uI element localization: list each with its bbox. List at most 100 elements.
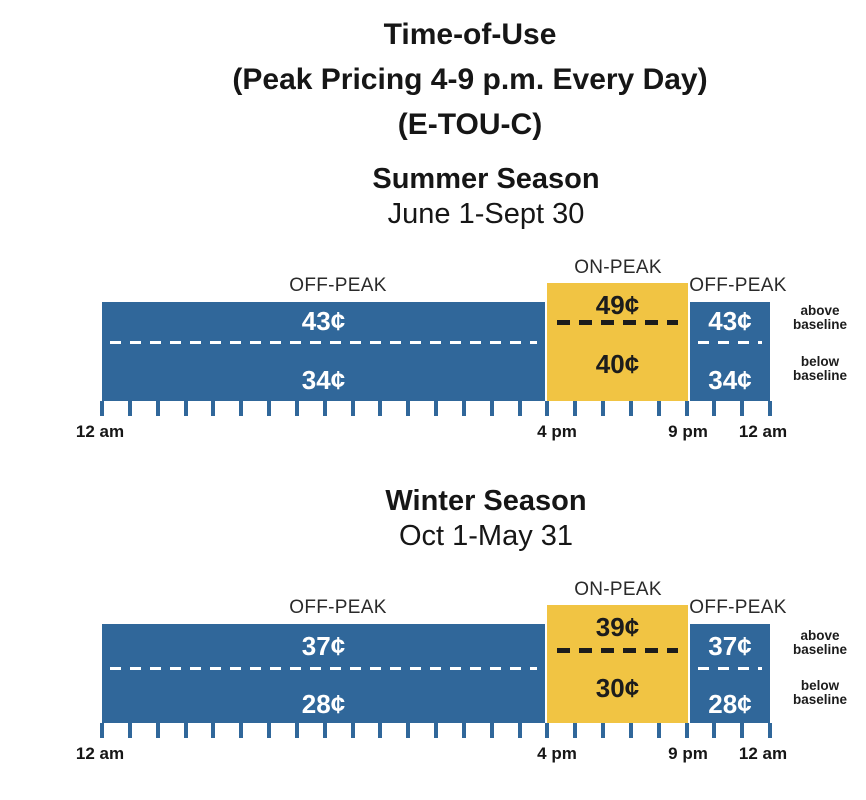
winter-season-dates: Oct 1-May 31 — [398, 520, 574, 552]
hour-tick — [545, 401, 550, 416]
hour-tick — [768, 723, 772, 738]
winter-offpeak-bar-left: 37¢ 28¢ — [102, 624, 545, 723]
title-line-1: Time-of-Use — [383, 18, 557, 51]
hour-tick — [573, 723, 578, 738]
winter-offpeak-bar-right: 37¢ 28¢ — [690, 624, 770, 723]
hour-tick — [768, 401, 772, 416]
summer-offpeak-bar-right: 43¢ 34¢ — [690, 302, 770, 401]
winter-tick-label-12am-end: 12 am — [738, 744, 788, 763]
winter-onpeak-label: ON-PEAK — [574, 579, 662, 600]
summer-hour-tick-ruler — [100, 401, 772, 417]
hour-tick — [267, 401, 271, 416]
above-baseline-label: above baseline — [792, 628, 848, 657]
hour-tick — [155, 401, 160, 416]
hour-tick — [712, 401, 717, 416]
summer-offpeak-bar-left: 43¢ 34¢ — [102, 302, 545, 401]
hour-tick — [378, 401, 383, 416]
winter-tick-label-12am-start: 12 am — [75, 744, 125, 763]
summer-onpeak-above-rate: 49¢ — [595, 290, 640, 320]
baseline-divider-dashed-line — [557, 320, 678, 325]
summer-onpeak-label: ON-PEAK — [574, 257, 662, 278]
summer-onpeak-below-rate: 40¢ — [595, 349, 640, 379]
summer-offpeak-above-rate: 43¢ — [708, 306, 752, 336]
hour-tick — [127, 401, 132, 416]
summer-rate-chart: OFF-PEAK ON-PEAK OFF-PEAK 43¢ 34¢ 49¢ 40… — [76, 256, 847, 446]
summer-offpeak-below-rate: 34¢ — [301, 365, 346, 395]
winter-hour-tick-ruler — [100, 723, 772, 739]
summer-offpeak-left-label: OFF-PEAK — [289, 275, 387, 296]
hour-tick — [294, 723, 299, 738]
winter-offpeak-left-label: OFF-PEAK — [289, 597, 387, 618]
hour-tick — [211, 401, 216, 416]
below-baseline-label: below baseline — [792, 354, 848, 383]
summer-tick-label-4pm: 4 pm — [537, 422, 577, 441]
winter-offpeak-above-rate: 37¢ — [708, 631, 752, 661]
hour-tick — [406, 723, 411, 738]
hour-tick — [740, 723, 745, 738]
winter-tick-label-9pm: 9 pm — [668, 744, 708, 763]
summer-offpeak-right-label: OFF-PEAK — [689, 275, 787, 296]
hour-tick — [656, 401, 661, 416]
hour-tick — [127, 723, 132, 738]
hour-tick — [684, 723, 689, 738]
hour-tick — [100, 401, 104, 416]
hour-tick — [322, 401, 327, 416]
hour-tick — [601, 723, 605, 738]
hour-tick — [740, 401, 745, 416]
hour-tick — [601, 401, 605, 416]
hour-tick — [378, 723, 383, 738]
winter-offpeak-right-label: OFF-PEAK — [689, 597, 787, 618]
winter-offpeak-above-rate: 37¢ — [301, 631, 346, 661]
title-line-3: (E-TOU-C) — [397, 108, 543, 141]
page-title: Time-of-Use (Peak Pricing 4-9 p.m. Every… — [170, 12, 770, 147]
summer-offpeak-above-rate: 43¢ — [301, 306, 346, 336]
below-baseline-label: below baseline — [792, 678, 848, 707]
baseline-divider-dashed-line — [110, 341, 537, 344]
hour-tick — [322, 723, 327, 738]
hour-tick — [267, 723, 271, 738]
hour-tick — [489, 401, 494, 416]
summer-season-dates: June 1-Sept 30 — [387, 198, 585, 230]
hour-tick — [461, 401, 466, 416]
hour-tick — [239, 723, 244, 738]
hour-tick — [545, 723, 550, 738]
hour-tick — [489, 723, 494, 738]
hour-tick — [350, 401, 355, 416]
hour-tick — [239, 401, 244, 416]
hour-tick — [684, 401, 689, 416]
winter-season-header: Winter Season Oct 1-May 31 — [186, 484, 786, 554]
winter-offpeak-below-rate: 28¢ — [301, 689, 346, 719]
hour-tick — [573, 401, 578, 416]
hour-tick — [155, 723, 160, 738]
hour-tick — [100, 723, 104, 738]
winter-tick-label-4pm: 4 pm — [537, 744, 577, 763]
hour-tick — [434, 723, 438, 738]
summer-tick-label-12am-end: 12 am — [738, 422, 788, 441]
above-baseline-label: above baseline — [792, 303, 848, 332]
winter-onpeak-below-rate: 30¢ — [595, 673, 640, 703]
hour-tick — [183, 723, 188, 738]
summer-tick-label-9pm: 9 pm — [668, 422, 708, 441]
hour-tick — [628, 401, 633, 416]
winter-season-title: Winter Season — [385, 485, 587, 517]
winter-offpeak-below-rate: 28¢ — [708, 689, 752, 719]
baseline-divider-dashed-line — [698, 341, 762, 344]
hour-tick — [183, 401, 188, 416]
hour-tick — [656, 723, 661, 738]
hour-tick — [434, 401, 438, 416]
title-line-2: (Peak Pricing 4-9 p.m. Every Day) — [232, 63, 708, 96]
hour-tick — [211, 723, 216, 738]
hour-tick — [628, 723, 633, 738]
hour-tick — [712, 723, 717, 738]
hour-tick — [517, 401, 522, 416]
winter-onpeak-above-rate: 39¢ — [595, 612, 640, 642]
summer-onpeak-bar: 49¢ 40¢ — [547, 283, 688, 401]
summer-tick-label-12am-start: 12 am — [75, 422, 125, 441]
baseline-divider-dashed-line — [110, 667, 537, 670]
hour-tick — [350, 723, 355, 738]
baseline-divider-dashed-line — [557, 648, 678, 653]
summer-season-title: Summer Season — [372, 163, 600, 195]
hour-tick — [517, 723, 522, 738]
winter-onpeak-bar: 39¢ 30¢ — [547, 605, 688, 723]
hour-tick — [406, 401, 411, 416]
